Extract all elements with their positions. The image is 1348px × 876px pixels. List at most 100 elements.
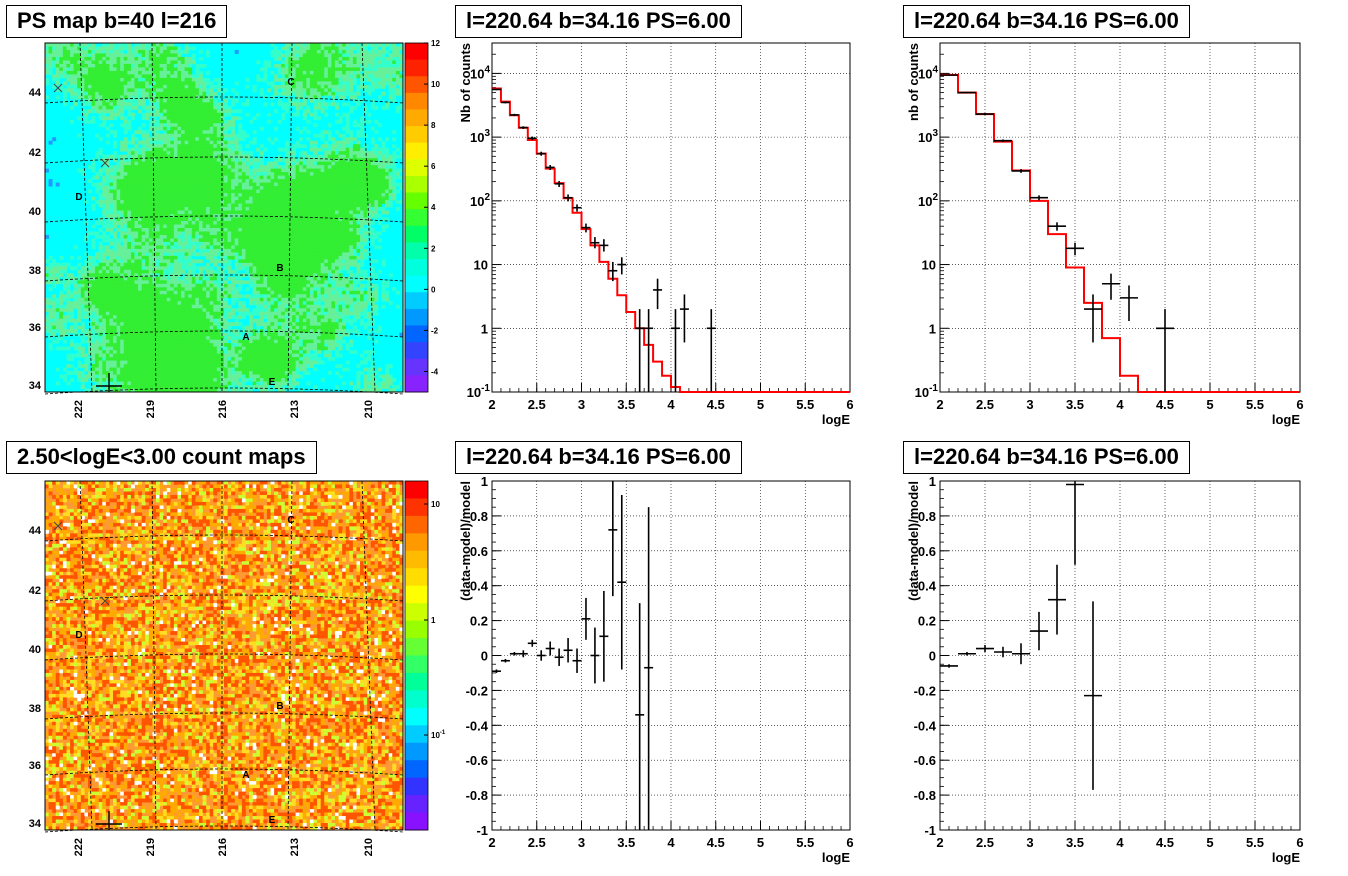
map-latitude-line (44, 653, 404, 661)
map-latitude-line (44, 387, 404, 395)
map-marker-b: B (276, 701, 283, 712)
data-point (617, 494, 627, 670)
data-point (1156, 309, 1174, 392)
colorbar-band (405, 585, 428, 604)
data-point (599, 239, 609, 252)
colorbar-frame (404, 42, 429, 393)
y-tick-label: -1 (924, 823, 936, 838)
colorbar-tick-label: 10 (431, 80, 440, 89)
x-tick-label: 2.5 (528, 835, 546, 850)
colorbar-band (405, 672, 428, 691)
x-axis-label: logE (1272, 412, 1300, 427)
colorbar-band (405, 620, 428, 639)
map-x-tick-label: 216 (217, 400, 229, 418)
y-axis-label: (data-model)/model (906, 481, 921, 601)
colorbar-tick-label: -4 (431, 367, 439, 376)
colorbar-band (405, 209, 428, 227)
y-tick-label: -0.6 (914, 753, 936, 768)
data-point (581, 223, 591, 233)
data-point (527, 639, 537, 647)
map-y-tick-label: 36 (29, 322, 41, 334)
y-tick-label: 10 (922, 258, 936, 273)
x-tick-label: 5.5 (796, 397, 814, 412)
x-tick-label: 2 (488, 835, 495, 850)
map-colorbar: 12 10 8 6 4 2 0 -2 -4 (404, 39, 440, 393)
y-tick-label: 102 (918, 192, 938, 209)
map-latitude-line (44, 825, 404, 833)
data-point (545, 641, 555, 656)
colorbar-band (405, 225, 428, 243)
colorbar-band (405, 358, 428, 376)
colorbar-band (405, 342, 428, 360)
y-axis-label: nb of counts (906, 43, 921, 121)
data-point (994, 646, 1012, 658)
map-longitude-line (361, 42, 376, 393)
y-tick-label: 10-1 (915, 383, 939, 400)
colorbar-band (405, 259, 428, 277)
x-tick-label: 5.5 (796, 835, 814, 850)
data-point (976, 113, 994, 116)
map-marker-e: E (269, 815, 276, 826)
colorbar-band (405, 533, 428, 552)
y-tick-label: 10 (474, 258, 488, 273)
colorbar-tick-label: 6 (431, 162, 436, 171)
colorbar-band (405, 603, 428, 622)
map-marker-a: A (242, 770, 249, 781)
data-point (509, 113, 519, 117)
map-y-tick-label: 36 (29, 760, 41, 772)
data-point (706, 309, 716, 392)
colorbar-tick-label: 4 (431, 203, 436, 212)
colorbar-tick-label: -2 (431, 326, 439, 335)
data-point (545, 165, 555, 170)
x-tick-label: 3.5 (617, 397, 635, 412)
map-latitude-line (44, 534, 404, 542)
colorbar-band (405, 92, 428, 110)
colorbar-band (405, 308, 428, 327)
data-point (671, 309, 680, 392)
y-tick-label: -0.4 (914, 718, 937, 733)
x-tick-label: 3 (1026, 397, 1033, 412)
y-tick-label: 1 (481, 321, 488, 336)
y-tick-label: 0.4 (918, 579, 937, 594)
data-point (518, 126, 528, 130)
colorbar-tick-label: 10-1 (431, 730, 446, 740)
x-tick-label: 5 (757, 835, 764, 850)
map-y-tick-label: 44 (29, 87, 42, 99)
y-tick-label: -0.8 (466, 788, 488, 803)
colorbar-tick-label: 12 (431, 39, 440, 48)
x-tick-label: 6 (846, 397, 853, 412)
map-source-symbols (53, 521, 110, 606)
x-tick-label: 2.5 (976, 835, 994, 850)
x-axis-label: logE (822, 412, 850, 427)
data-point (679, 294, 689, 343)
y-tick-label: -0.2 (466, 683, 488, 698)
x-tick-label: 3.5 (1066, 397, 1084, 412)
data-point (940, 74, 958, 76)
x-tick-label: 5 (757, 397, 764, 412)
map-longitude-line (287, 42, 293, 393)
map-frame (44, 42, 404, 393)
y-tick-label: 0.6 (918, 544, 936, 559)
data-point (1120, 285, 1138, 322)
data-point (572, 204, 582, 212)
colorbar-frame (404, 480, 429, 831)
x-tick-label: 2 (936, 397, 943, 412)
map-longitude-line (151, 42, 157, 393)
x-tick-label: 3.5 (1066, 835, 1084, 850)
x-tick-label: 4.5 (1156, 397, 1174, 412)
y-tick-label: 1 (929, 321, 936, 336)
data-point (644, 309, 654, 392)
colorbar-band (405, 375, 428, 393)
colorbar-band (405, 568, 428, 587)
data-point (976, 645, 994, 653)
colorbar-band (405, 498, 428, 517)
colorbar-band (405, 275, 428, 293)
data-point (1084, 294, 1102, 343)
colorbar-band (405, 109, 428, 127)
colorbar-tick-label: 2 (431, 244, 436, 253)
x-tick-label: 2 (488, 397, 495, 412)
map-coordinate-grid (44, 42, 404, 395)
data-point (1012, 169, 1030, 173)
colorbar-tick-label: 1 (431, 616, 436, 625)
